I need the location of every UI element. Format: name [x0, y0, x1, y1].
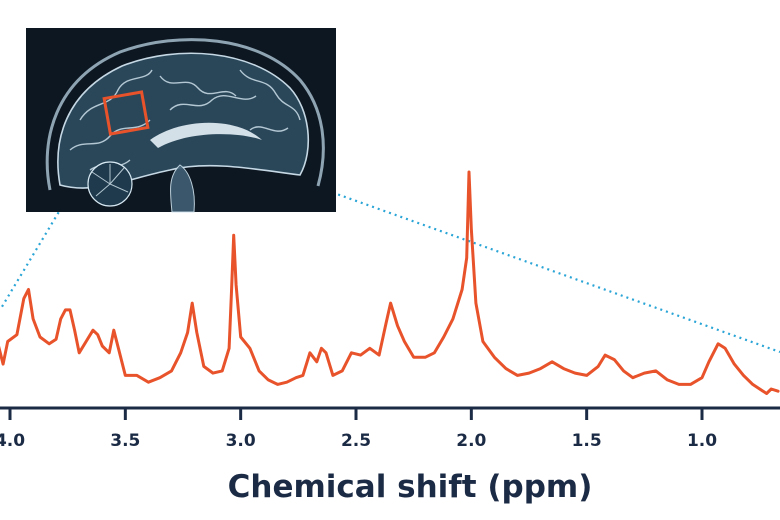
plot-area: 4.0 3.5 3.0 2.5 2.0 1.5 1.0 Chemical shift (pp…	[0, 170, 780, 505]
skull-outline	[45, 38, 325, 191]
mri-inset	[26, 28, 336, 213]
roi-box	[102, 90, 150, 136]
cerebellum-folia	[91, 164, 129, 197]
brainstem	[169, 164, 195, 213]
x-axis-title: Chemical shift (ppm)	[228, 469, 593, 505]
x-tick-label-2.0: 2.0	[456, 431, 486, 451]
x-tick-label-3.0: 3.0	[226, 431, 256, 451]
zoom-connector-lines	[0, 124, 780, 354]
x-tick-label-1.0: 1.0	[687, 431, 717, 451]
x-tick-label-4.0: 4.0	[0, 431, 25, 451]
spectrum-series-line	[0, 170, 780, 395]
connector-line-right	[145, 124, 780, 354]
x-tick-label-3.5: 3.5	[110, 431, 140, 451]
x-tick-label-2.5: 2.5	[341, 431, 371, 451]
x-tick-label-1.5: 1.5	[572, 431, 602, 451]
connector-line-left	[0, 129, 109, 311]
corpus-callosum	[150, 122, 262, 148]
x-axis-ticks: 4.0 3.5 3.0 2.5 2.0 1.5 1.0	[0, 408, 717, 451]
